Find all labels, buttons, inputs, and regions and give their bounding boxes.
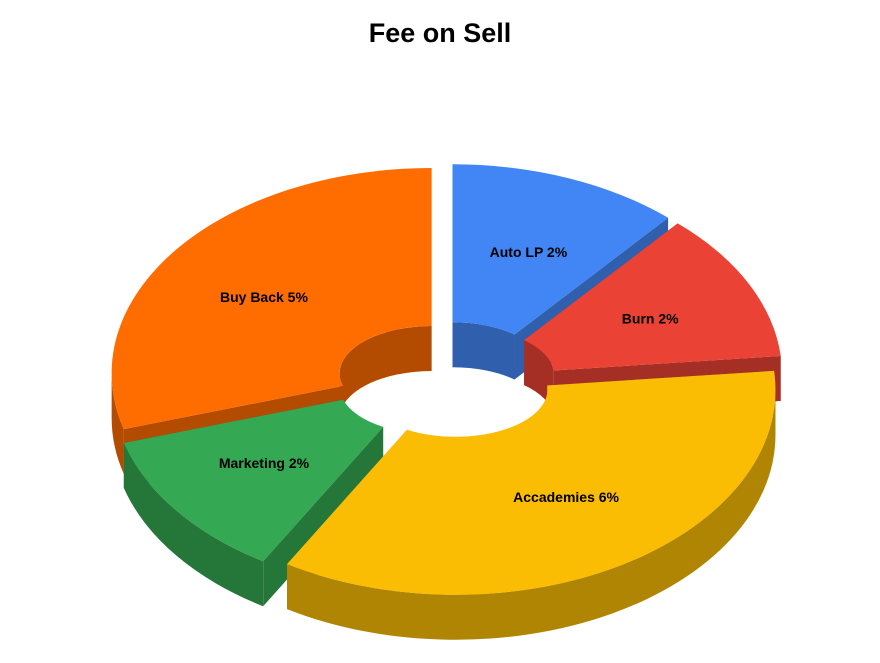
slice-label-accademies: Accademies 6% [513, 489, 619, 505]
slice-top-faces [111, 164, 781, 595]
slice-label-marketing: Marketing 2% [219, 455, 310, 471]
slice-inner-wall-auto-lp [452, 322, 515, 380]
slice-outer-wall-accademies [287, 389, 776, 640]
slice-top-buy-back [111, 168, 432, 430]
slice-label-burn: Burn 2% [622, 311, 679, 327]
slice-outer-wall-marketing [123, 443, 264, 607]
slice-label-buy-back: Buy Back 5% [220, 289, 308, 305]
slice-top-marketing [123, 399, 384, 562]
slice-label-auto-lp: Auto LP 2% [490, 244, 568, 260]
slice-labels: Auto LP 2% Buy Back 5% Burn 2% Marketing 2%… [219, 244, 679, 505]
chart-title: Fee on Sell [368, 18, 512, 48]
slice-outer-wall-buy-back [111, 373, 124, 475]
slice-inner-wall-buy-back [339, 326, 432, 419]
slice-top-accademies [287, 370, 776, 595]
slice-top-auto-lp [452, 164, 669, 335]
slice-top-burn [524, 223, 781, 371]
